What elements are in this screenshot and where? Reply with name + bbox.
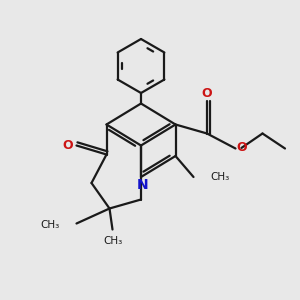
Text: O: O: [63, 139, 74, 152]
Text: N: N: [137, 178, 148, 192]
Text: CH₃: CH₃: [103, 236, 122, 246]
Text: CH₃: CH₃: [41, 220, 60, 230]
Text: O: O: [201, 87, 212, 101]
Text: O: O: [236, 141, 247, 154]
Text: CH₃: CH₃: [210, 172, 229, 182]
